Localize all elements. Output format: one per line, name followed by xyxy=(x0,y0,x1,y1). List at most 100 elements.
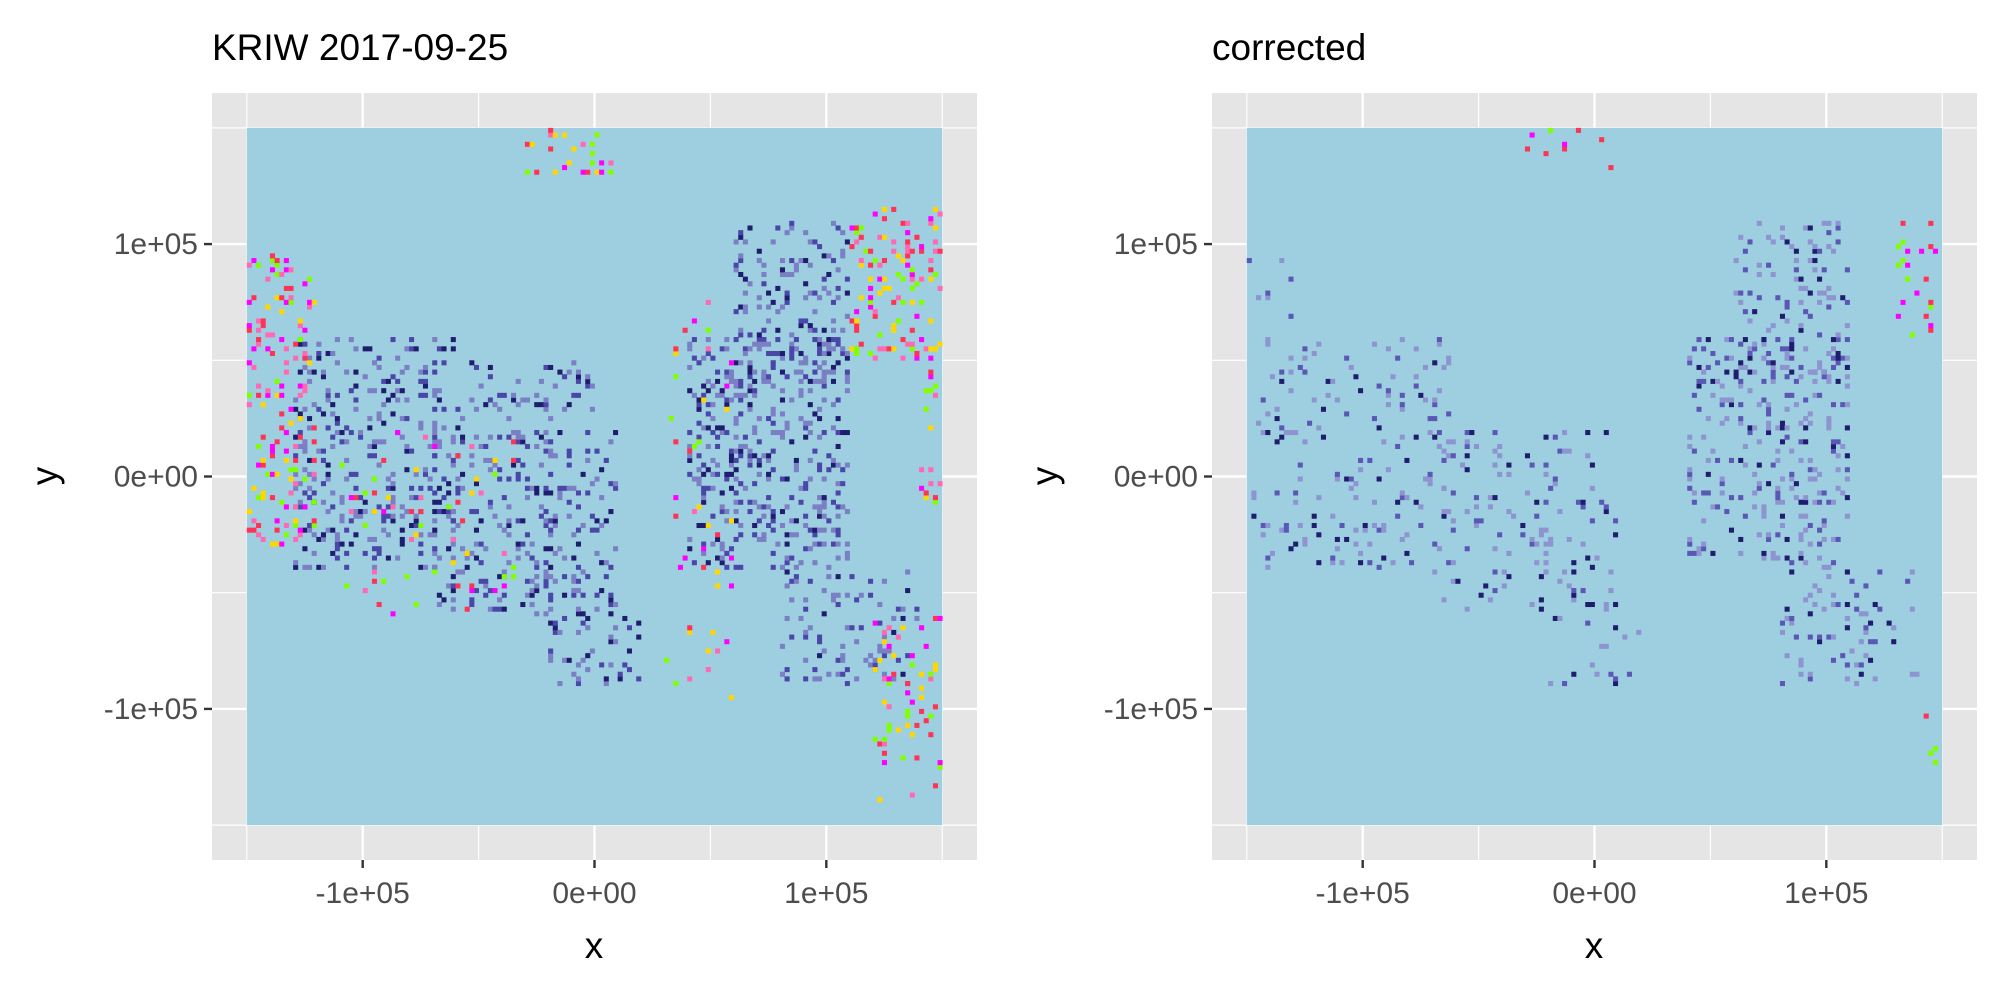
reflectivity-cell xyxy=(836,360,841,365)
clutter-cell xyxy=(307,305,312,310)
reflectivity-cell xyxy=(330,504,335,509)
reflectivity-cell xyxy=(307,425,312,430)
reflectivity-cell xyxy=(1845,300,1850,305)
reflectivity-cell xyxy=(836,658,841,663)
reflectivity-cell xyxy=(724,518,729,523)
reflectivity-cell xyxy=(1761,342,1766,347)
clutter-cell xyxy=(1544,151,1549,156)
clutter-cell xyxy=(706,667,711,672)
clutter-cell xyxy=(312,472,317,477)
reflectivity-cell xyxy=(353,509,358,514)
reflectivity-cell xyxy=(1757,221,1762,226)
reflectivity-cell xyxy=(335,337,340,342)
reflectivity-cell xyxy=(511,397,516,402)
reflectivity-cell xyxy=(761,537,766,542)
clutter-cell xyxy=(312,458,317,463)
reflectivity-cell xyxy=(738,397,743,402)
clutter-cell xyxy=(854,225,859,230)
reflectivity-cell xyxy=(817,467,822,472)
reflectivity-cell xyxy=(1525,453,1530,458)
clutter-cell xyxy=(363,523,368,528)
clutter-cell xyxy=(701,546,706,551)
clutter-cell xyxy=(729,518,734,523)
reflectivity-cell xyxy=(817,365,822,370)
reflectivity-cell xyxy=(1497,472,1502,477)
reflectivity-cell xyxy=(1794,258,1799,263)
reflectivity-cell xyxy=(404,509,409,514)
reflectivity-cell xyxy=(1353,528,1358,533)
reflectivity-cell xyxy=(437,509,442,514)
reflectivity-cell xyxy=(451,458,456,463)
reflectivity-cell xyxy=(1785,425,1790,430)
reflectivity-cell xyxy=(1353,481,1358,486)
reflectivity-cell xyxy=(1451,528,1456,533)
clutter-cell xyxy=(289,267,294,272)
reflectivity-cell xyxy=(817,653,822,658)
clutter-cell xyxy=(1901,239,1906,244)
reflectivity-cell xyxy=(636,635,641,640)
reflectivity-cell xyxy=(1808,611,1813,616)
reflectivity-cell xyxy=(720,388,725,393)
reflectivity-cell xyxy=(785,374,790,379)
reflectivity-cell xyxy=(1567,537,1572,542)
reflectivity-cell xyxy=(516,472,521,477)
reflectivity-cell xyxy=(1270,374,1275,379)
reflectivity-cell xyxy=(812,504,817,509)
reflectivity-cell xyxy=(1613,532,1618,537)
clutter-cell xyxy=(919,486,924,491)
reflectivity-cell xyxy=(775,328,780,333)
reflectivity-cell xyxy=(752,388,757,393)
reflectivity-cell xyxy=(914,616,919,621)
reflectivity-cell xyxy=(1752,346,1757,351)
reflectivity-cell xyxy=(460,472,465,477)
clutter-cell xyxy=(701,397,706,402)
reflectivity-cell xyxy=(803,435,808,440)
reflectivity-cell xyxy=(553,384,558,389)
reflectivity-cell xyxy=(789,635,794,640)
clutter-cell xyxy=(595,170,600,175)
reflectivity-cell xyxy=(766,523,771,528)
reflectivity-cell xyxy=(544,490,549,495)
reflectivity-cell xyxy=(386,477,391,482)
clutter-cell xyxy=(729,583,734,588)
reflectivity-cell xyxy=(1738,551,1743,556)
reflectivity-cell xyxy=(613,625,618,630)
reflectivity-cell xyxy=(451,463,456,468)
reflectivity-cell xyxy=(738,444,743,449)
reflectivity-cell xyxy=(840,230,845,235)
reflectivity-cell xyxy=(423,370,428,375)
reflectivity-cell xyxy=(1826,351,1831,356)
reflectivity-cell xyxy=(567,514,572,519)
reflectivity-cell xyxy=(1799,323,1804,328)
reflectivity-cell xyxy=(409,523,414,528)
x-axis-title: x xyxy=(585,925,604,966)
reflectivity-cell xyxy=(803,676,808,681)
reflectivity-cell xyxy=(307,472,312,477)
reflectivity-cell xyxy=(1840,356,1845,361)
reflectivity-cell xyxy=(451,439,456,444)
reflectivity-cell xyxy=(826,253,831,258)
reflectivity-cell xyxy=(761,379,766,384)
clutter-cell xyxy=(928,258,933,263)
reflectivity-cell xyxy=(1275,439,1280,444)
reflectivity-cell xyxy=(850,625,855,630)
reflectivity-cell xyxy=(1414,500,1419,505)
reflectivity-cell xyxy=(1506,574,1511,579)
reflectivity-cell xyxy=(1863,583,1868,588)
reflectivity-cell xyxy=(752,453,757,458)
clutter-cell xyxy=(284,532,289,537)
reflectivity-cell xyxy=(530,556,535,561)
reflectivity-cell xyxy=(1687,472,1692,477)
reflectivity-cell xyxy=(391,518,396,523)
clutter-cell xyxy=(919,244,924,249)
reflectivity-cell xyxy=(1766,532,1771,537)
clutter-cell xyxy=(265,472,270,477)
reflectivity-cell xyxy=(785,295,790,300)
reflectivity-cell xyxy=(562,486,567,491)
clutter-cell xyxy=(1896,244,1901,249)
reflectivity-cell xyxy=(525,495,530,500)
reflectivity-cell xyxy=(1330,556,1335,561)
clutter-cell xyxy=(284,360,289,365)
reflectivity-cell xyxy=(896,607,901,612)
reflectivity-cell xyxy=(748,453,753,458)
